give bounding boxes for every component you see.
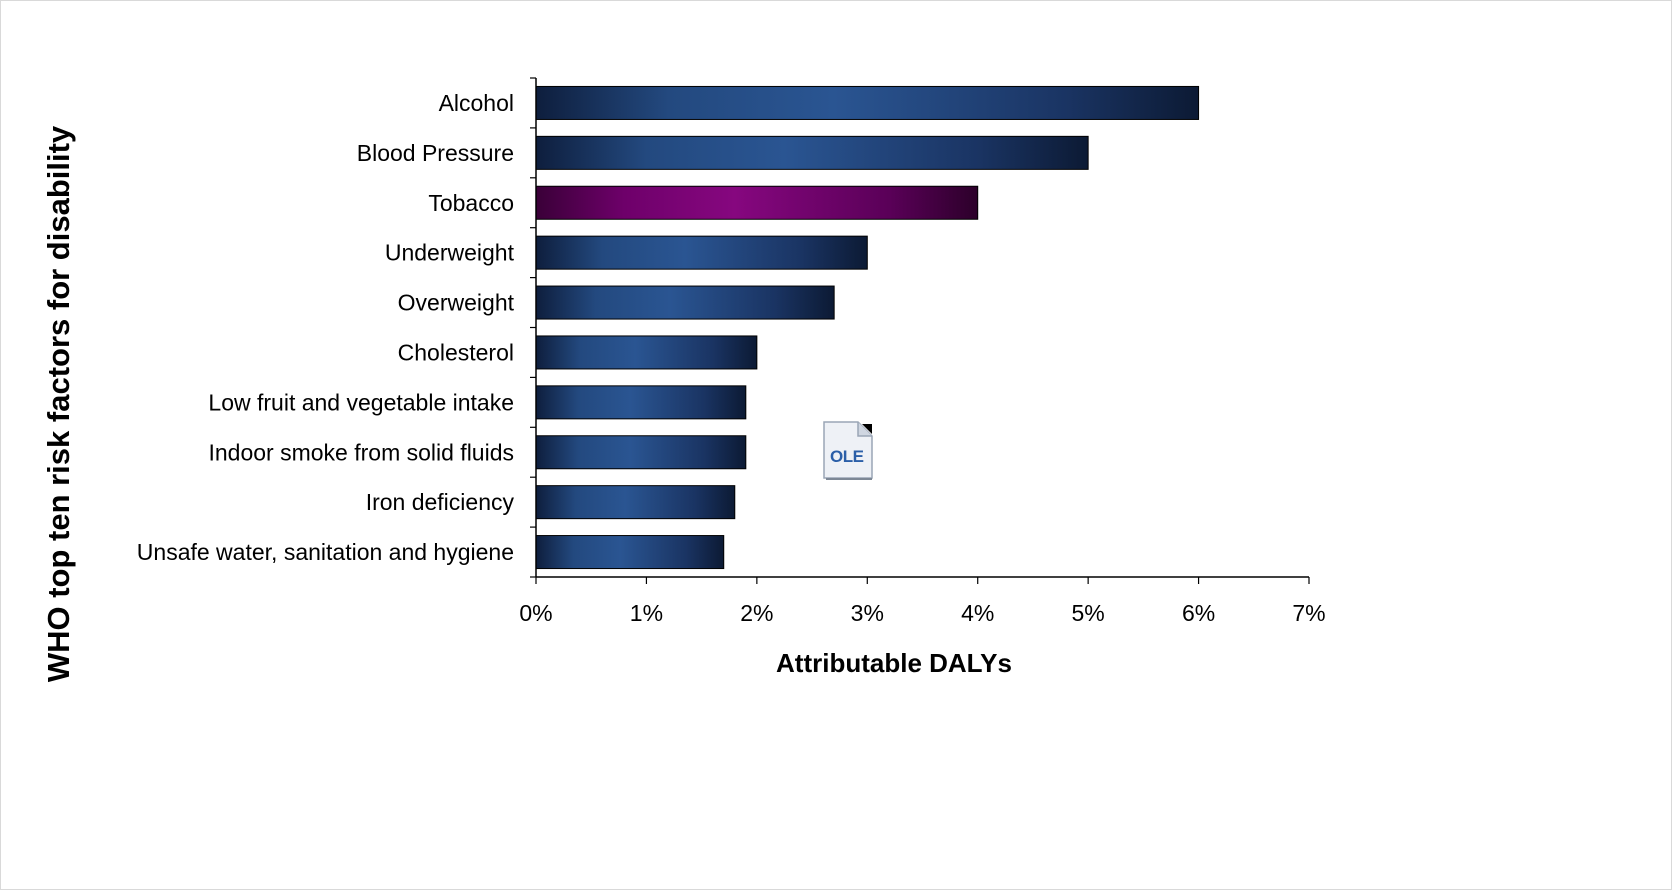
x-tick-label: 7% [1292,600,1325,626]
bar-overweight [535,285,835,320]
y-axis-title: WHO top ten risk factors for disability [41,125,76,682]
ole-label: OLE [830,447,864,466]
x-tick-label: 2% [740,600,773,626]
x-tick-label: 0% [519,600,552,626]
category-label: Indoor smoke from solid fluids [208,439,514,465]
category-label: Tobacco [428,190,514,216]
category-label: Underweight [385,240,515,266]
category-labels: Alcohol Blood Pressure Tobacco Underweight O… [137,90,515,565]
category-label: Alcohol [439,90,514,116]
x-axis-title: Attributable DALYs [776,648,1012,678]
bar-blood-pressure [535,135,1089,170]
category-label: Overweight [398,290,515,316]
bars-group [535,85,1200,570]
bar-low-fruit-and-vegetable-intake [535,385,747,420]
x-tick-label: 5% [1072,600,1105,626]
category-label: Cholesterol [398,339,514,365]
bar-alcohol [535,85,1200,120]
bar-indoor-smoke-from-solid-fluids [535,435,747,470]
bar-underweight [535,235,868,270]
bar-tobacco [535,185,979,220]
x-tick-label: 4% [961,600,994,626]
bar-unsafe-water-sanitation-and-hygiene [535,535,725,570]
category-label: Unsafe water, sanitation and hygiene [137,539,514,565]
x-tick-label: 6% [1182,600,1215,626]
x-tick-label: 1% [630,600,663,626]
bar-iron-deficiency [535,485,736,520]
category-label: Low fruit and vegetable intake [208,389,514,415]
axes-group [530,77,1310,584]
category-label: Iron deficiency [366,489,515,515]
x-tick-labels: 0% 1% 2% 3% 4% 5% 6% 7% [519,600,1325,626]
ole-document-icon[interactable] [822,420,874,482]
category-label: Blood Pressure [357,140,514,166]
bar-cholesterol [535,335,758,370]
x-tick-label: 3% [851,600,884,626]
